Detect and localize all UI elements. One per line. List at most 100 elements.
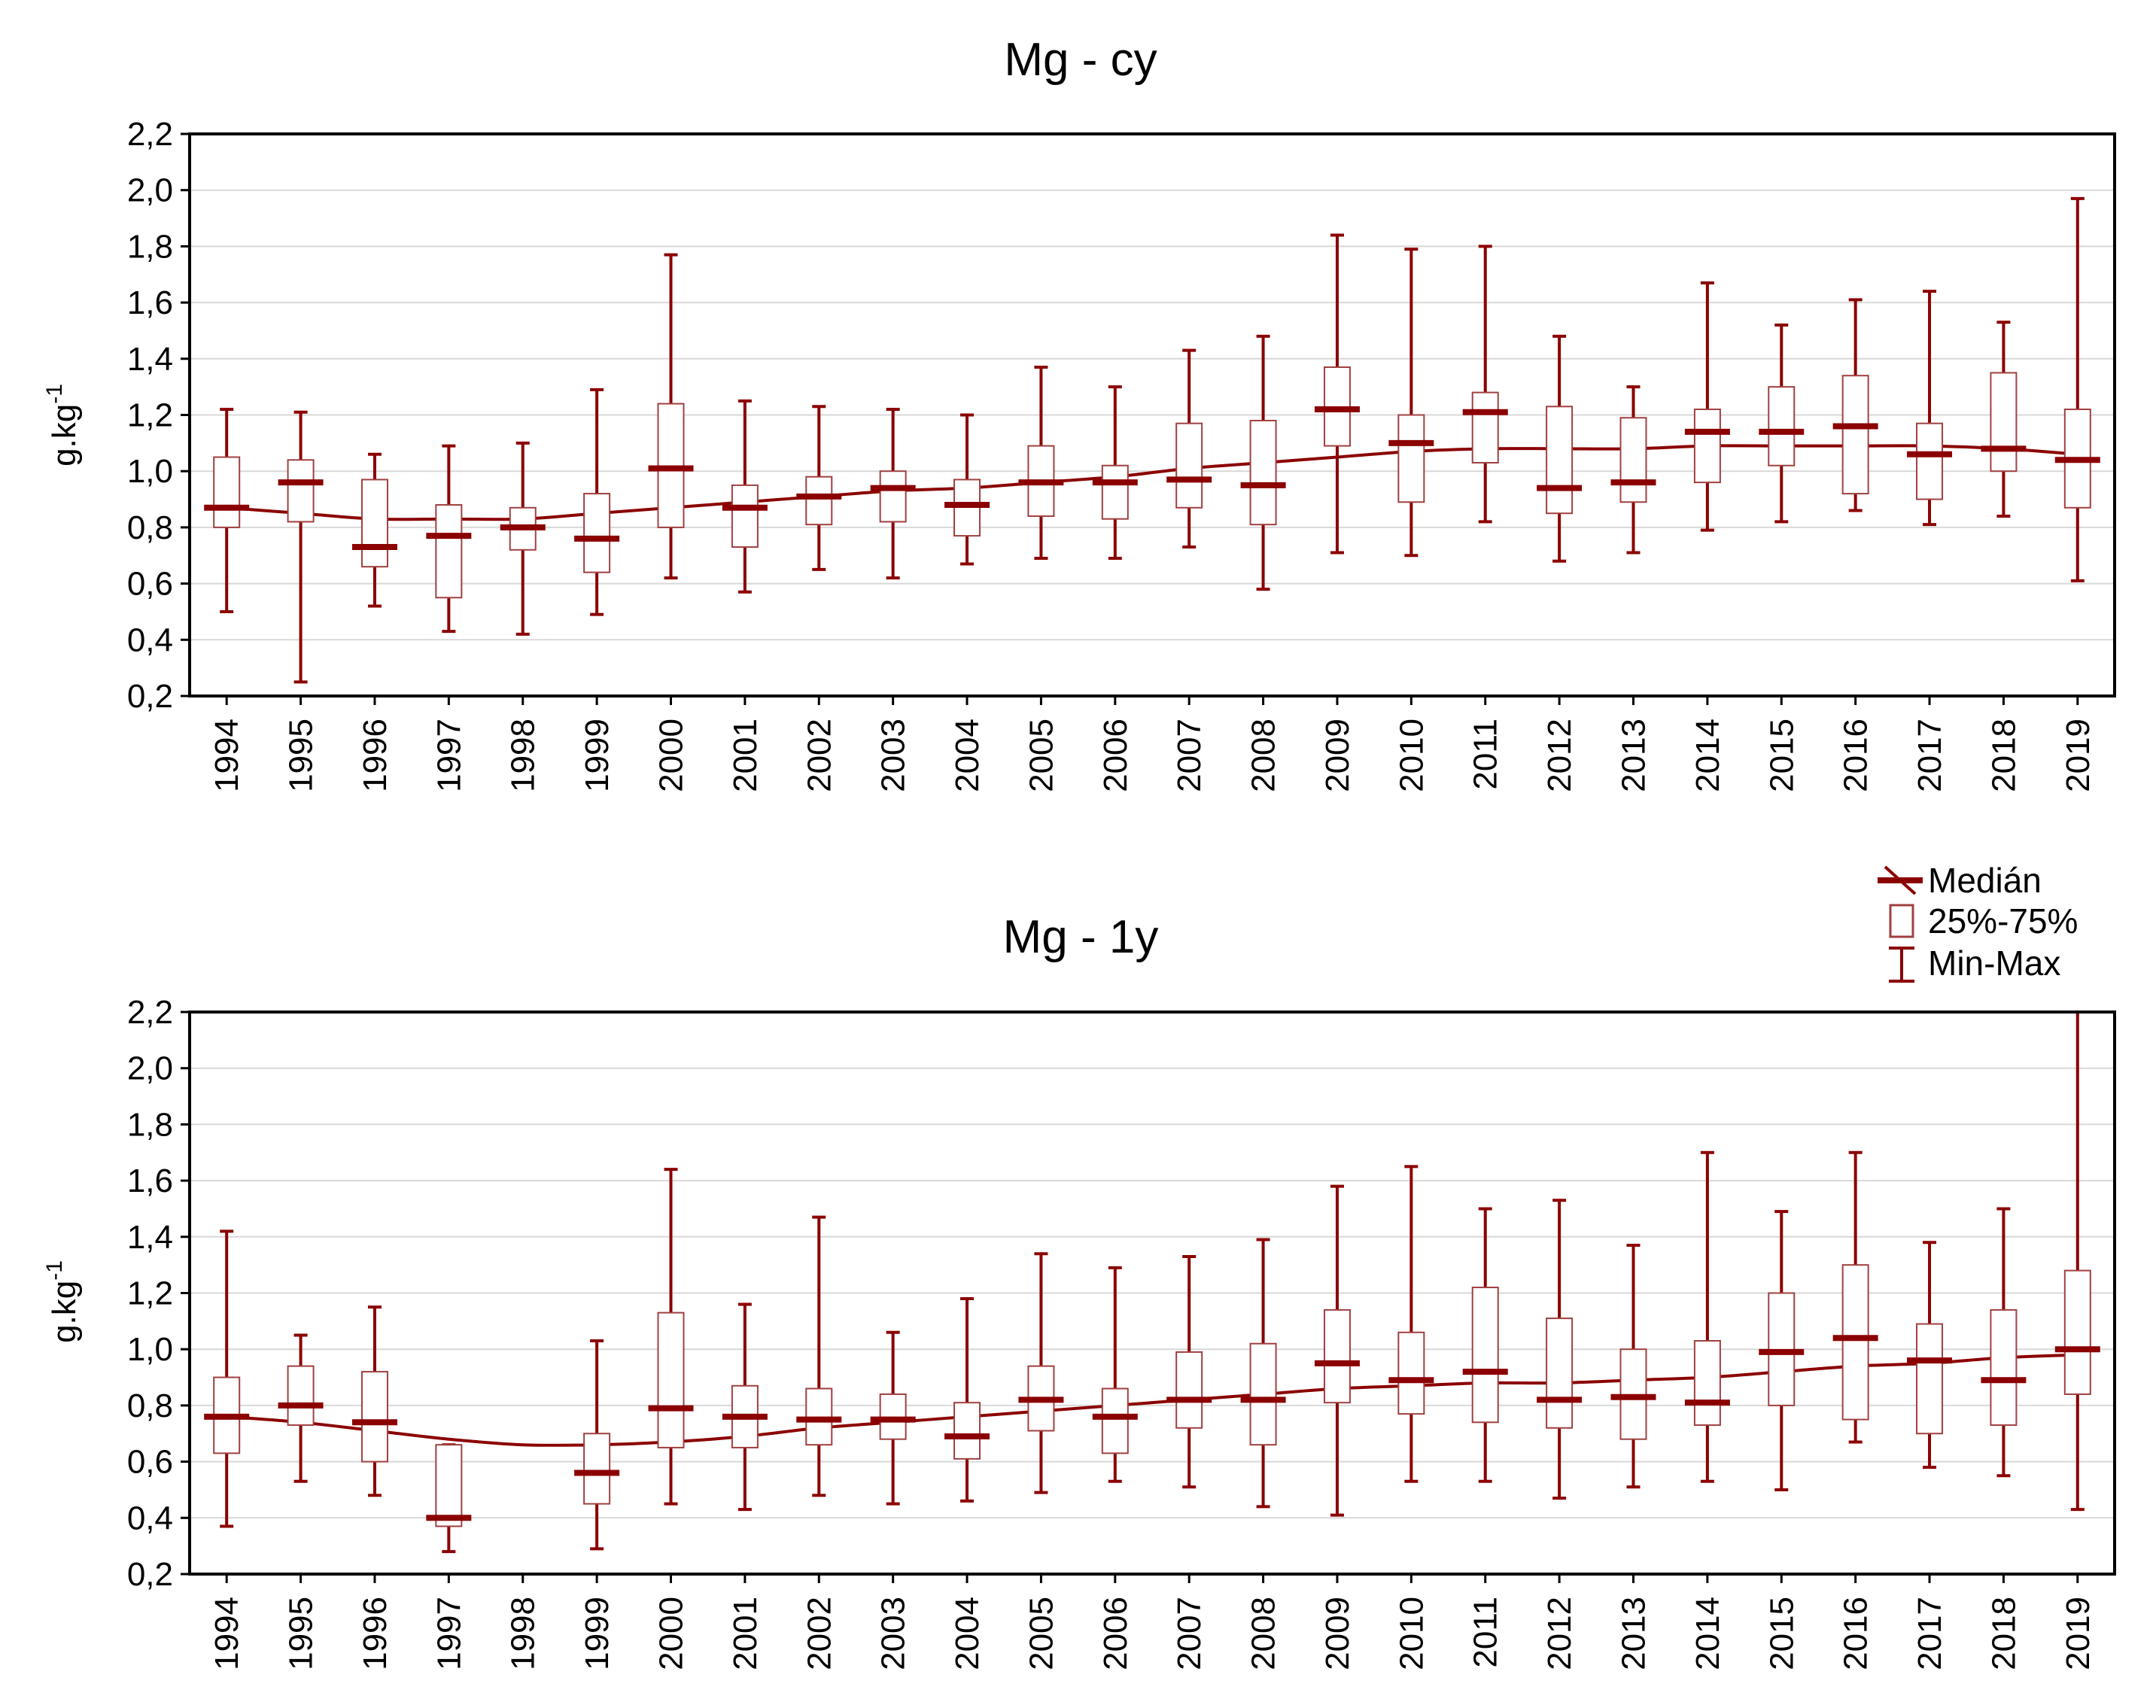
box-icon (1889, 904, 1914, 938)
x-tick-label: 2006 (1097, 1597, 1134, 1670)
box-2009 (1314, 1184, 1360, 1517)
iqr-box (1323, 1308, 1351, 1404)
iqr-box (1397, 1331, 1425, 1415)
x-tick-label: 2014 (1689, 719, 1726, 792)
box-1995 (278, 410, 324, 684)
y-tick-label: 2,2 (127, 994, 173, 1031)
box-2019 (2054, 196, 2100, 582)
y-tick-label: 0,4 (127, 1500, 173, 1536)
iqr-box (583, 1433, 611, 1505)
box-2017 (1907, 290, 1953, 527)
iqr-box (1990, 372, 2018, 473)
box-1997 (426, 444, 472, 634)
legend-label-median: Medián (1928, 861, 2042, 900)
iqr-box (287, 1365, 315, 1427)
x-tick-label: 1995 (283, 719, 320, 792)
x-tick-label: 2019 (2060, 1597, 2097, 1670)
y-tick-label: 0,6 (127, 1444, 173, 1481)
x-tick-label: 2003 (875, 719, 912, 792)
x-tick-label: 2010 (1393, 719, 1430, 792)
box-2009 (1314, 233, 1360, 555)
x-tick-label: 2006 (1097, 719, 1134, 792)
box-2006 (1092, 385, 1138, 560)
iqr-box (1693, 409, 1721, 484)
y-tick-label: 2,0 (127, 172, 173, 209)
box-1995 (278, 1333, 324, 1483)
y-tick-label: 1,6 (127, 284, 173, 321)
iqr-box (287, 459, 315, 523)
iqr-box (1471, 391, 1499, 463)
x-tick-label: 1997 (430, 1597, 467, 1670)
iqr-box (1916, 1323, 1944, 1435)
box-2011 (1462, 1207, 1508, 1483)
x-tick-label: 2010 (1393, 1597, 1430, 1670)
box-2002 (796, 405, 842, 571)
x-tick-label: 1998 (505, 719, 542, 792)
box-2014 (1684, 281, 1730, 532)
x-tick-label: 2002 (801, 719, 838, 792)
box-1999 (574, 1339, 620, 1551)
box-2011 (1462, 245, 1508, 524)
x-tick-label: 1999 (579, 1597, 616, 1670)
box-2005 (1018, 1252, 1064, 1494)
box-2003 (870, 408, 916, 580)
box-2013 (1610, 385, 1656, 555)
iqr-box (1101, 464, 1129, 520)
x-tick-label: 2005 (1023, 719, 1060, 792)
x-tick-label: 2016 (1838, 1597, 1875, 1670)
x-tick-label: 2004 (949, 719, 986, 792)
iqr-box (1101, 1387, 1129, 1454)
iqr-box (583, 493, 611, 573)
y-tick-label: 1,8 (127, 228, 173, 265)
iqr-box (1916, 422, 1944, 500)
box-1994 (204, 1229, 250, 1528)
box-2010 (1388, 248, 1434, 558)
box-2015 (1759, 1210, 1805, 1491)
legend-item-median: Medián (1878, 861, 2042, 900)
y-tick-label: 2,0 (127, 1050, 173, 1087)
box-2014 (1684, 1150, 1730, 1483)
x-tick-label: 2019 (2060, 719, 2097, 792)
chart-panel-cy: Mg - cy g.kg-1 0,2 0,4 0,6 0,8 1,0 1,2 1,4 1,6 1… (42, 34, 2116, 792)
iqr-box (1619, 417, 1647, 503)
y-tick-label: 1,0 (127, 1331, 173, 1368)
iqr-box (435, 1444, 463, 1527)
x-tick-label: 2005 (1023, 1597, 1060, 1670)
y-tick-label: 1,4 (127, 341, 173, 378)
iqr-box (213, 456, 241, 528)
x-tick-label: 2013 (1616, 1597, 1653, 1670)
y-tick-label: 0,4 (127, 622, 173, 658)
x-tick-label: 2016 (1838, 719, 1875, 792)
x-tick-label: 2018 (1985, 719, 2022, 792)
box-2001 (722, 399, 768, 594)
iqr-box (1175, 422, 1203, 509)
box-2003 (870, 1330, 916, 1506)
x-tick-label: 1997 (430, 719, 467, 792)
x-tick-label: 2012 (1541, 1597, 1578, 1670)
iqr-box (360, 479, 388, 568)
box-2005 (1018, 366, 1064, 560)
iqr-box (1546, 406, 1574, 515)
box-2000 (648, 253, 694, 580)
iqr-box (360, 1371, 388, 1463)
box-2004 (944, 413, 990, 566)
box-2001 (722, 1302, 768, 1512)
iqr-box (1249, 1342, 1277, 1446)
box-2006 (1092, 1266, 1138, 1483)
box-1998 (500, 441, 546, 636)
y-tick-label: 0,2 (127, 678, 173, 715)
chart-title: Mg - cy (1004, 34, 1157, 86)
box-2012 (1537, 1199, 1583, 1500)
box-2018 (1981, 1207, 2027, 1478)
legend: Medián 25%-75% Min-Max (1878, 861, 2078, 983)
box-2012 (1537, 334, 1583, 563)
x-tick-label: 2000 (653, 1597, 690, 1670)
box-1996 (351, 452, 397, 608)
iqr-box (1990, 1308, 2018, 1427)
x-tick-label: 2000 (653, 719, 690, 792)
y-tick-label: 1,0 (127, 453, 173, 490)
plot-frame (188, 1011, 2116, 1576)
iqr-box (1175, 1351, 1203, 1429)
y-tick-label: 0,2 (127, 1556, 173, 1593)
